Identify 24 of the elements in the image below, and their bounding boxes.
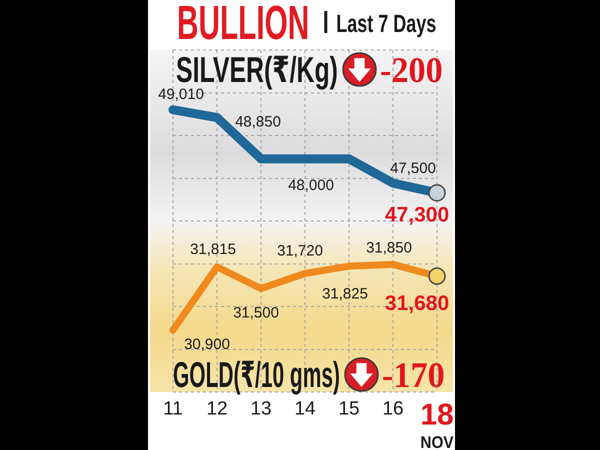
data-label: 47,500 — [390, 160, 436, 178]
x-tick-label: 18 — [420, 398, 454, 432]
annotation: -170 — [382, 355, 445, 396]
data-label: 31,720 — [277, 242, 323, 260]
x-tick-label: 16 — [382, 398, 404, 420]
data-label: 31,680 — [384, 292, 450, 315]
x-tick-label: 14 — [294, 398, 316, 420]
data-label: 47,300 — [384, 204, 450, 227]
x-axis-title: NOV — [420, 433, 454, 450]
chart-title: BULLION — [177, 0, 310, 50]
x-tick-label: 13 — [250, 398, 272, 420]
chart-subtitle: Last 7 Days — [336, 9, 436, 38]
x-tick-label: 15 — [338, 398, 360, 420]
data-label: 30,900 — [184, 336, 230, 354]
data-label: 31,815 — [190, 240, 236, 258]
data-label: 31,825 — [322, 285, 368, 302]
data-label: 48,850 — [235, 114, 281, 131]
series-label: GOLD(₹/10 gms) — [173, 355, 340, 396]
data-label: 48,000 — [288, 176, 334, 194]
x-tick-label: 12 — [206, 398, 228, 420]
annotation: -200 — [380, 50, 443, 90]
data-label: 31,500 — [233, 304, 279, 322]
data-label: 31,850 — [366, 240, 412, 257]
x-tick-label: 11 — [163, 398, 183, 420]
